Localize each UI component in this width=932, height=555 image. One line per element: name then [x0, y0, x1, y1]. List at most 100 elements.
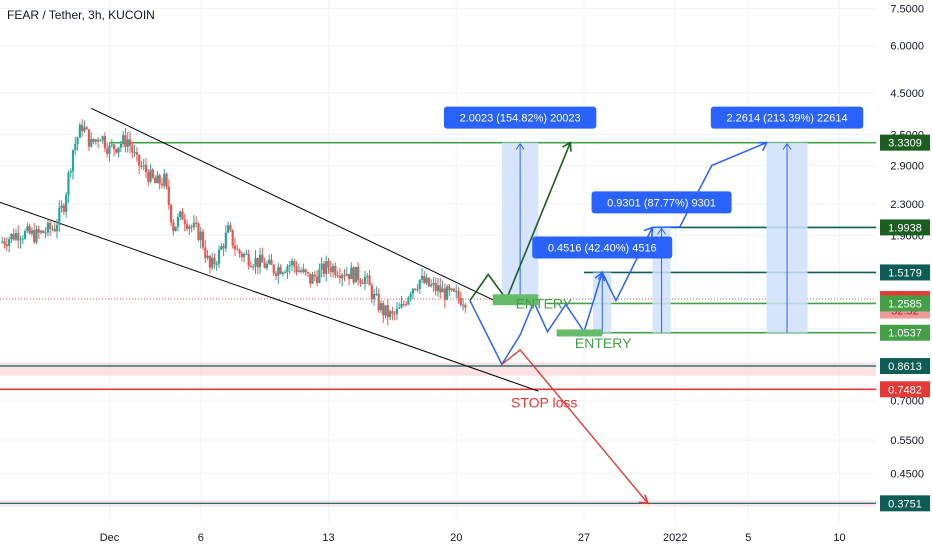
candle-body: [450, 288, 453, 291]
candle-body: [265, 263, 269, 269]
candle-body: [208, 255, 211, 268]
candle-body: [240, 253, 243, 258]
candle-body: [140, 165, 143, 167]
candle-body: [236, 249, 239, 251]
candle-body: [227, 225, 230, 233]
candle-body: [366, 275, 369, 277]
candle-body: [302, 269, 305, 272]
candle-body: [49, 222, 52, 230]
price-tag-label-8: 0.7482: [888, 384, 922, 396]
candle-body: [407, 297, 410, 305]
candle-body: [329, 267, 332, 273]
candle-body: [411, 288, 415, 294]
candle-body: [304, 269, 307, 273]
candle-body: [247, 253, 250, 266]
x-tick-label: 20: [450, 532, 462, 544]
candle-body: [386, 305, 389, 318]
entry-box-1: [492, 294, 539, 306]
candle-body: [325, 261, 328, 274]
price-tag-1: [880, 219, 930, 236]
candle-body: [124, 135, 127, 147]
candle-body: [398, 307, 401, 309]
annotation-2: STOP loss: [511, 395, 577, 411]
price-tag-6: [880, 324, 930, 341]
candles-group: [1, 119, 467, 326]
candle-body: [169, 205, 173, 223]
candle-body: [53, 228, 56, 232]
candle-body: [90, 138, 93, 147]
candle-body: [30, 230, 34, 234]
candle-body: [58, 207, 61, 225]
candle-body: [423, 275, 426, 283]
candle-body: [44, 232, 47, 234]
candle-body: [195, 222, 198, 224]
candle-body: [1, 241, 4, 243]
price-tag-7: [880, 358, 930, 375]
candle-body: [249, 265, 253, 267]
annotation-1: ENTERY: [575, 335, 632, 351]
candle-body: [26, 226, 29, 231]
candle-body: [65, 194, 68, 212]
candle-body: [151, 169, 154, 178]
candle-body: [8, 239, 11, 246]
candle-body: [233, 245, 237, 250]
candle-body: [395, 308, 399, 314]
candle-body: [133, 152, 136, 154]
candle-body: [418, 279, 421, 289]
candle-body: [55, 224, 59, 232]
candle-body: [224, 232, 227, 249]
candle-body: [83, 127, 86, 132]
candle-body: [131, 145, 134, 153]
candle-body: [318, 269, 321, 283]
price-tag-2: [880, 264, 930, 281]
price-tag-label-5: 1.2585: [888, 298, 922, 310]
candle-body: [434, 282, 437, 291]
y-tick-label: 0.4500: [890, 468, 924, 480]
channel-lower-line: [0, 201, 539, 392]
candle-body: [76, 137, 79, 144]
chart-title: FEAR / Tether, 3h, KUCOIN: [7, 8, 155, 22]
candle-body: [373, 293, 376, 300]
candle-body: [188, 226, 191, 229]
candle-body: [268, 259, 271, 264]
candle-body: [185, 224, 189, 229]
candle-body: [448, 286, 451, 291]
candle-body: [101, 136, 104, 141]
candle-body: [147, 172, 150, 182]
candle-body: [245, 253, 248, 255]
candle-body: [179, 211, 182, 217]
candle-body: [5, 244, 8, 246]
candle-body: [172, 222, 175, 232]
candle-body: [206, 255, 209, 258]
candle-body: [414, 288, 417, 290]
candle-body: [71, 150, 75, 172]
candle-body: [382, 303, 385, 316]
candle-body: [425, 277, 428, 283]
price-tag-label-0: 3.3309: [888, 138, 922, 150]
candle-body: [300, 270, 303, 272]
x-tick-label: 2022: [663, 532, 687, 544]
candle-body: [359, 280, 362, 283]
candle-body: [242, 253, 246, 258]
candle-body: [92, 138, 95, 142]
candle-body: [213, 257, 216, 265]
candle-body: [176, 216, 180, 227]
candle-body: [459, 297, 462, 305]
candle-body: [211, 257, 214, 268]
measure-label-3: 2.2614 (213.39%) 22614: [726, 113, 847, 125]
candle-body: [281, 272, 284, 274]
candle-body: [334, 265, 337, 276]
candle-body: [357, 266, 360, 281]
measure-label-box-3: [710, 106, 864, 129]
candle-body: [23, 230, 27, 239]
candle-body: [377, 293, 380, 311]
candle-body: [404, 303, 408, 305]
price-tag-label-2: 1.5179: [888, 267, 922, 279]
candle-body: [33, 230, 36, 243]
candle-body: [42, 230, 45, 234]
measure-label-2: 0.9301 (87.77%) 9301: [607, 197, 716, 209]
x-tick-label: Dec: [100, 532, 120, 544]
x-tick-label: 13: [322, 532, 334, 544]
